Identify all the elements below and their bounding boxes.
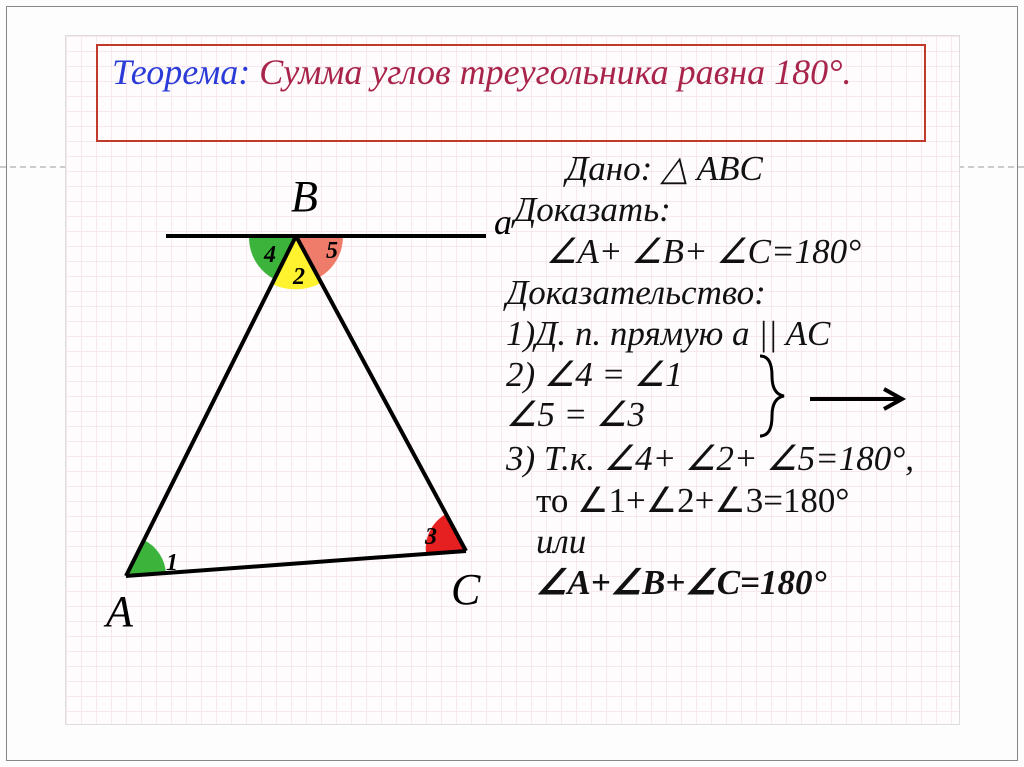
arrow-icon	[806, 384, 916, 414]
theorem-label: Теорема:	[112, 52, 250, 92]
prove-label-line: Доказать:	[506, 189, 976, 230]
given-label: Дано:	[566, 149, 652, 188]
side-BC	[296, 236, 466, 551]
angle-1-arc	[126, 540, 166, 576]
angle-2-label: 2	[292, 264, 305, 290]
given-value: △ ABC	[661, 149, 763, 188]
step2b: ∠5 = ∠3	[506, 394, 645, 435]
label-C: C	[451, 565, 481, 614]
angle-3-label: 3	[424, 524, 437, 550]
side-AB	[126, 236, 296, 576]
proof-label: Доказательство:	[506, 273, 766, 312]
step2a: 2) ∠4 = ∠1	[506, 354, 683, 395]
theorem-box: Теорема: Сумма углов треугольника равна …	[96, 44, 926, 142]
theorem-text: Теорема: Сумма углов треугольника равна …	[112, 52, 910, 93]
brace-icon	[754, 352, 794, 440]
step2-group: 2) ∠4 = ∠1 ∠5 = ∠3	[506, 354, 976, 438]
content-panel: Теорема: Сумма углов треугольника равна …	[65, 35, 960, 725]
step1: 1)Д. п. прямую a || AC	[506, 313, 976, 354]
step3b-text: то ∠1+∠2+∠3=180°	[536, 481, 849, 520]
figure-svg: B A C a 1 3 2 4 5	[86, 156, 526, 636]
prove-value: ∠A+ ∠B+ ∠C=180°	[546, 232, 861, 271]
or-line: или	[506, 521, 976, 562]
proof-block: Дано: △ ABC Доказать: ∠A+ ∠B+ ∠C=180° До…	[506, 148, 976, 604]
prove-value-line: ∠A+ ∠B+ ∠C=180°	[506, 231, 976, 272]
prove-label: Доказать:	[514, 190, 671, 229]
theorem-body: Сумма углов треугольника равна 180°.	[259, 52, 851, 92]
angle-1-label: 1	[166, 550, 178, 576]
label-B: B	[291, 172, 318, 221]
label-A: A	[103, 587, 134, 636]
step3a: 3) Т.к. ∠4+ ∠2+ ∠5=180°,	[506, 438, 976, 479]
step3b: то ∠1+∠2+∠3=180°	[506, 480, 976, 521]
conclusion: ∠A+∠B+∠C=180°	[506, 562, 976, 603]
angle-4-label: 4	[263, 242, 276, 268]
given-line: Дано: △ ABC	[506, 148, 976, 189]
angle-5-label: 5	[326, 238, 338, 264]
proof-label-line: Доказательство:	[506, 272, 976, 313]
triangle-figure: B A C a 1 3 2 4 5	[86, 156, 526, 636]
